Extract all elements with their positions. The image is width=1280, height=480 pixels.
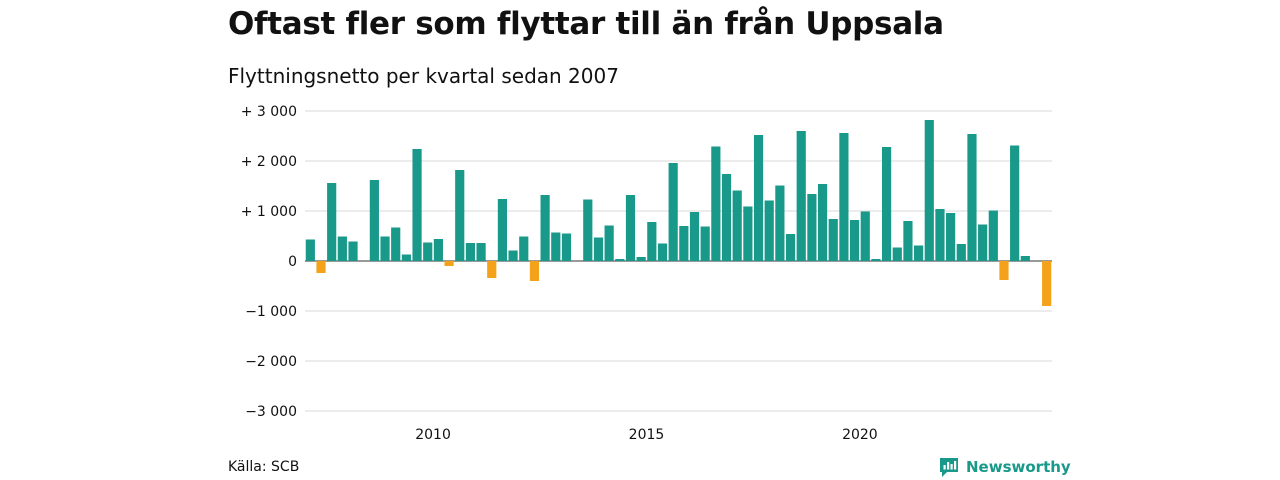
bar	[401, 254, 411, 261]
bar	[689, 212, 700, 261]
y-tick-label: −2 000	[245, 354, 297, 370]
bar	[839, 133, 849, 261]
bar	[914, 245, 924, 261]
bar	[487, 261, 497, 278]
bar	[775, 185, 785, 261]
bar	[561, 233, 572, 261]
brand-name: Newsworthy	[966, 458, 1071, 476]
y-tick-label: + 1 000	[241, 204, 297, 220]
bar	[956, 244, 966, 261]
bar	[337, 236, 347, 261]
bar	[935, 209, 945, 261]
newsworthy-logo-icon	[940, 458, 958, 477]
brand-logo: Newsworthy	[938, 456, 1071, 478]
bar	[316, 261, 326, 273]
bar	[519, 236, 529, 261]
bar	[828, 219, 838, 261]
bar	[412, 149, 422, 261]
bar	[892, 247, 902, 261]
bar	[593, 237, 604, 261]
bar	[743, 206, 753, 261]
bar	[903, 221, 913, 261]
bar	[817, 184, 828, 261]
bar	[700, 226, 710, 261]
bar	[668, 163, 678, 261]
bar	[753, 135, 764, 261]
bar	[615, 259, 625, 261]
bar	[860, 211, 870, 261]
bar	[946, 213, 956, 261]
bar	[455, 170, 465, 261]
bar	[540, 195, 550, 261]
bar	[444, 261, 454, 266]
bar	[497, 199, 508, 261]
bar	[476, 243, 486, 261]
bar	[849, 220, 860, 261]
y-tick-label: + 3 000	[241, 104, 297, 120]
bar	[305, 239, 315, 261]
x-tick-label: 2010	[415, 427, 451, 443]
bar	[625, 195, 636, 261]
chart-title: Oftast fler som flyttar till än från Upp…	[228, 6, 944, 42]
bar	[988, 210, 998, 261]
bar	[380, 236, 390, 261]
bar	[796, 131, 806, 261]
chart-subtitle: Flyttningsnetto per kvartal sedan 2007	[228, 64, 619, 88]
bar	[721, 174, 732, 261]
bar	[807, 194, 817, 261]
bar	[732, 190, 742, 261]
bar	[647, 222, 657, 261]
x-tick-label: 2015	[629, 427, 665, 443]
bar	[465, 243, 475, 261]
bar	[967, 134, 977, 261]
bar	[508, 250, 518, 261]
bar	[391, 227, 401, 261]
bar	[433, 239, 443, 261]
bar	[679, 226, 689, 261]
bar	[529, 261, 540, 281]
bar	[636, 257, 646, 261]
bar	[348, 241, 358, 261]
bar	[1020, 256, 1030, 261]
bar	[785, 234, 796, 261]
bar	[871, 259, 881, 261]
bar	[924, 120, 934, 261]
y-tick-label: 0	[288, 254, 297, 270]
bar	[583, 199, 593, 261]
y-tick-label: −3 000	[245, 404, 297, 420]
bar	[764, 200, 774, 261]
bar	[1010, 145, 1020, 261]
bar	[604, 225, 614, 261]
bar	[423, 242, 433, 261]
bar	[1042, 261, 1052, 306]
source-note: Källa: SCB	[228, 459, 300, 475]
bar	[999, 261, 1009, 280]
bar	[978, 224, 988, 261]
bar	[327, 183, 337, 261]
bar	[711, 146, 721, 261]
y-tick-label: + 2 000	[241, 154, 297, 170]
bar	[657, 243, 668, 261]
x-tick-label: 2020	[842, 427, 878, 443]
bar	[882, 147, 892, 261]
y-tick-label: −1 000	[245, 304, 297, 320]
bar	[551, 232, 561, 261]
bar	[369, 180, 379, 261]
